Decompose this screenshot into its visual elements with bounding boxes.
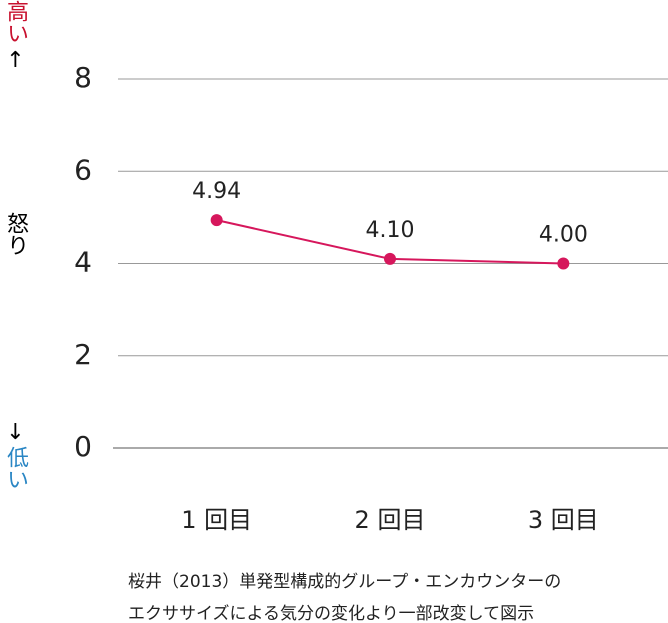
point: [210, 214, 223, 227]
x-tick-label: 3 回目: [528, 506, 599, 534]
x-tick-label: 1 回目: [181, 506, 252, 534]
y-tick-label: 0: [74, 430, 92, 463]
high-label: 高い: [3, 0, 28, 44]
y-tick-label: 4: [74, 246, 92, 279]
y-tick-label: 6: [74, 153, 92, 186]
high-arrow: ↑: [3, 48, 28, 73]
source: 桜井（2013）単発型構成的グループ・エンカウンターの エクササイズによる気分の…: [128, 566, 561, 623]
y-tick-label: 8: [74, 61, 92, 94]
low-label: 低い: [3, 446, 28, 490]
y-tick-label: 2: [74, 338, 92, 371]
value-label: 4.94: [192, 179, 241, 204]
source-line: 桜井（2013）単発型構成的グループ・エンカウンターの: [128, 572, 562, 592]
value-label: 4.00: [539, 223, 588, 248]
y-axis-label: 怒り: [3, 212, 28, 256]
source-line: エクササイズによる気分の変化より一部改変して図示: [128, 604, 535, 623]
value-label: 4.10: [366, 218, 415, 243]
point: [384, 252, 396, 265]
point: [557, 257, 570, 270]
low-arrow: ↓: [3, 420, 28, 445]
x-tick-label: 2 回目: [355, 506, 426, 534]
